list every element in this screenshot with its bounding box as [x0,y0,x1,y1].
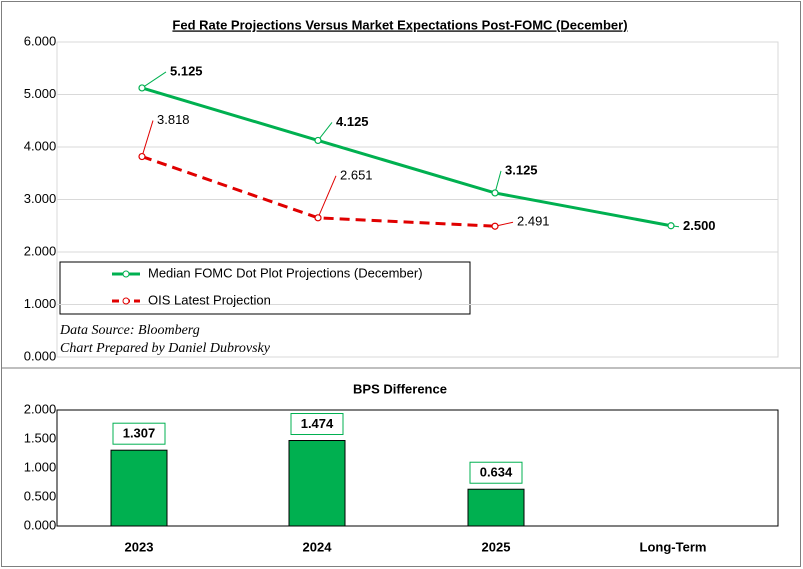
data-label: 5.125 [170,63,203,78]
legend-label: Median FOMC Dot Plot Projections (Decemb… [148,265,423,280]
leader-line [494,170,502,194]
point [491,189,499,197]
data-label: 2.491 [517,214,550,229]
y-tick-label: 2.000 [24,243,57,258]
x-tick-label: 2025 [482,539,511,554]
data-label: 4.125 [336,114,369,129]
data-label: 2.500 [683,218,716,233]
y-tick-label: 0.000 [24,348,57,363]
data-label: 3.125 [505,162,538,177]
point [491,222,499,230]
legend-swatch [122,297,130,305]
data-label: 2.651 [340,167,373,182]
chart-title: BPS Difference [353,381,447,396]
bar [288,440,346,527]
data-label: 0.634 [480,465,513,480]
annotation: Data Source: Bloomberg [59,323,200,338]
x-tick-label: 2023 [125,539,154,554]
legend [59,261,471,315]
bar [110,449,168,527]
plot-area [56,409,779,527]
point [138,84,146,92]
data-label-box [112,422,166,445]
data-label-box [290,413,344,436]
data-label: 1.474 [301,416,334,431]
legend-swatch [122,270,130,278]
point [314,136,322,145]
series-line [141,155,496,228]
point [138,152,146,161]
data-label: 1.307 [123,426,156,441]
bar [467,488,525,527]
y-tick-label: 0.000 [24,517,57,532]
y-tick-label: 4.000 [24,138,57,153]
y-tick-label: 1.500 [24,430,57,445]
legend-label: OIS Latest Projection [148,292,271,307]
x-tick-label: 2024 [303,539,333,554]
leader-line [141,71,167,89]
x-tick-label: Long-Term [640,539,707,554]
data-label: 3.818 [157,112,190,127]
series-line [141,86,672,228]
y-tick-label: 5.000 [24,86,57,101]
y-tick-label: 6.000 [24,33,57,48]
leader-line [141,120,154,157]
chart-title: Fed Rate Projections Versus Market Expec… [172,17,627,32]
point [667,222,675,230]
y-tick-label: 3.000 [24,191,57,206]
y-tick-label: 0.500 [24,488,57,503]
annotation: Chart Prepared by Daniel Dubrovsky [60,341,271,356]
leader-line [317,122,333,141]
data-label-box [469,461,523,484]
leader-line [317,175,337,219]
y-tick-label: 1.000 [24,296,57,311]
point [314,214,322,222]
y-tick-label: 1.000 [24,459,57,474]
y-tick-label: 2.000 [24,401,57,416]
